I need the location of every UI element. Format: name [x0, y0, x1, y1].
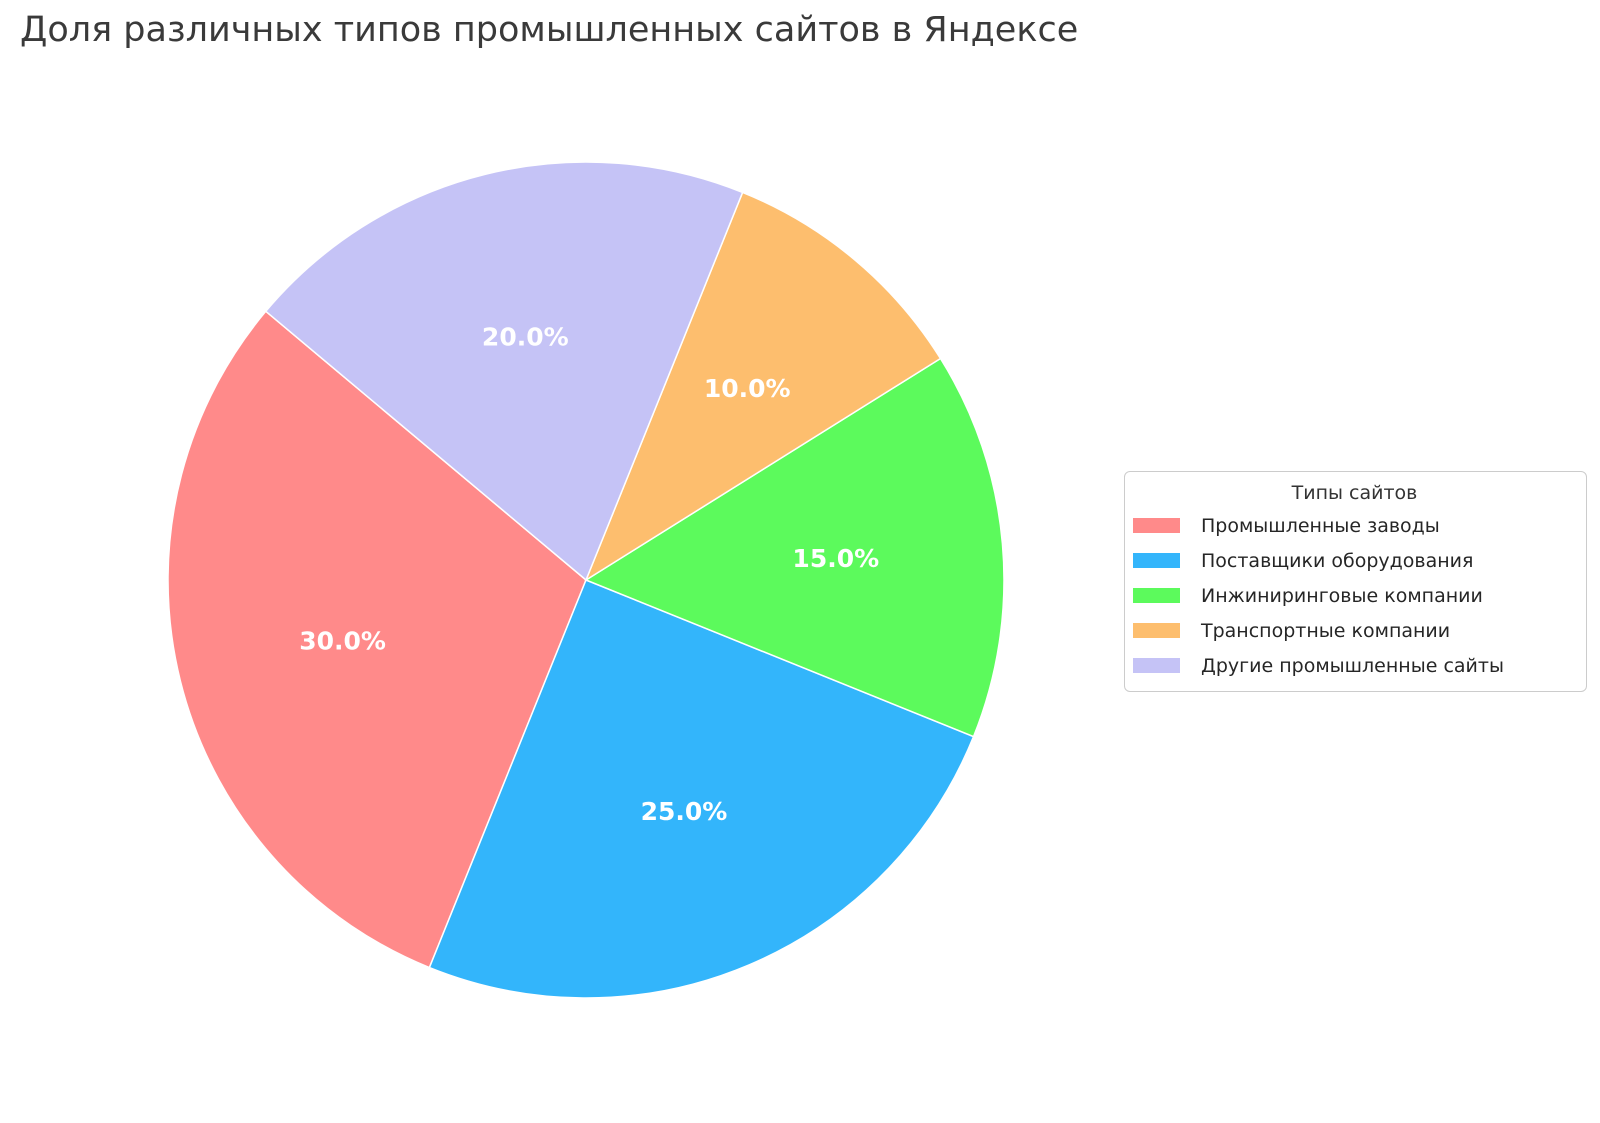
- pie-slice-1: [428, 579, 975, 999]
- pie-pct-label-2: 15.0%: [792, 544, 879, 573]
- legend: Типы сайтов Промышленные заводы Поставщик…: [1124, 471, 1587, 692]
- chart-title: Доля различных типов промышленных сайтов…: [20, 10, 1079, 50]
- pie-pct-label-3: 10.0%: [704, 374, 791, 403]
- pie-slice-3: [584, 191, 942, 582]
- pie-slice-2: [584, 357, 1005, 738]
- legend-item: Другие промышленные сайты: [1133, 648, 1576, 683]
- legend-swatch: [1133, 623, 1180, 638]
- legend-item-label: Поставщики оборудования: [1201, 549, 1474, 572]
- pie-pct-label-1: 25.0%: [641, 797, 728, 826]
- pie-pct-label-4: 20.0%: [482, 323, 569, 352]
- legend-item: Транспортные компании: [1133, 613, 1576, 648]
- legend-item-label: Инжиниринговые компании: [1201, 584, 1483, 607]
- legend-item: Инжиниринговые компании: [1133, 578, 1576, 613]
- legend-title: Типы сайтов: [1291, 482, 1418, 504]
- pie-slice-0: [167, 310, 587, 969]
- legend-item: Промышленные заводы: [1133, 508, 1576, 543]
- legend-item-label: Промышленные заводы: [1201, 514, 1440, 537]
- legend-swatch: [1133, 553, 1180, 568]
- pie-slice-4: [264, 161, 744, 582]
- legend-item: Поставщики оборудования: [1133, 543, 1576, 578]
- legend-items: Промышленные заводы Поставщики оборудован…: [1133, 508, 1576, 683]
- pie-pct-label-0: 30.0%: [299, 627, 386, 656]
- legend-item-label: Другие промышленные сайты: [1201, 654, 1504, 677]
- legend-swatch: [1133, 658, 1180, 673]
- legend-swatch: [1133, 518, 1180, 533]
- legend-item-label: Транспортные компании: [1201, 619, 1451, 642]
- legend-swatch: [1133, 588, 1180, 603]
